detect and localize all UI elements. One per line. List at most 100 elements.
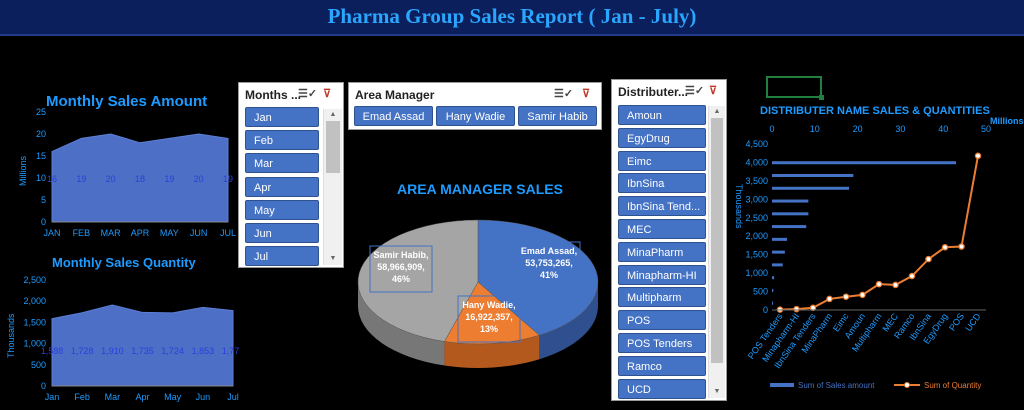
left-axis-tick: 3,000	[745, 194, 768, 204]
left-axis-tick: 3,500	[745, 176, 768, 186]
x-tick-label: Jan	[45, 392, 60, 402]
quantity-point	[875, 280, 883, 288]
distributer-slicer[interactable]: Distributer... ☰✓ ⊽ Amoun EgyDrug Eimc IbnS…	[611, 79, 727, 401]
distributer-button-ucd[interactable]: UCD	[618, 378, 706, 399]
monthly-sales-quantity-chart[interactable]: Monthly Sales Quantity Thousands 0 500 1,0…	[0, 248, 240, 410]
pie-plot: Emad Assad, 53,753,265, 41% Hany Wadie, 16,9…	[357, 219, 599, 368]
chart-title-area-manager: AREA MANAGER SALES	[397, 181, 563, 197]
x-tick-label: Apr	[135, 392, 149, 402]
sales-bar	[772, 199, 809, 203]
scroll-up-icon[interactable]: ▲	[713, 108, 721, 115]
distributer-button-egydrug[interactable]: EgyDrug	[618, 127, 706, 148]
pie-slice-side	[444, 335, 540, 368]
area-manager-button-emad-assad[interactable]: Emad Assad	[354, 106, 433, 126]
month-button-jan[interactable]: Jan	[245, 107, 319, 127]
pie-data-label: Hany Wadie,	[462, 300, 515, 310]
multiselect-icon[interactable]: ☰✓	[298, 88, 318, 100]
distributer-button-multipharm[interactable]: Multipharm	[618, 287, 706, 308]
sales-bar	[772, 288, 774, 292]
month-button-apr[interactable]: Apr	[245, 176, 319, 197]
top-axis-tick: 20	[853, 124, 863, 134]
pie-data-label: 58,966,909,	[377, 262, 425, 272]
distributer-button-ibnsina-tend[interactable]: IbnSina Tend...	[618, 196, 706, 217]
x-tick-label: MAR	[101, 228, 122, 238]
pie-data-label: 46%	[392, 274, 410, 284]
distributer-button-minapharm-hi[interactable]: Minapharm-HI	[618, 264, 706, 285]
distributer-scrollbar[interactable]: ▲ ▼	[708, 106, 725, 398]
left-axis-label: Thousands	[734, 184, 744, 229]
distributer-sales-quantities-chart[interactable]: DISTRIBUTER NAME SALES & QUANTITIES 0 10 2…	[728, 96, 1024, 408]
distributer-button-amoun[interactable]: Amoun	[618, 105, 706, 125]
x-tick-label: MAY	[160, 228, 179, 238]
scroll-down-icon[interactable]: ▼	[329, 255, 337, 262]
scroll-down-icon[interactable]: ▼	[713, 388, 721, 395]
sales-bar	[772, 212, 809, 216]
area-manager-button-hany-wadie[interactable]: Hany Wadie	[436, 106, 515, 126]
quantity-point	[793, 305, 800, 313]
area-series	[51, 133, 229, 223]
x-tick-label: Mar	[105, 392, 121, 402]
month-button-mar[interactable]: Mar	[245, 153, 319, 174]
distributer-slicer-header: Distributer... ☰✓ ⊽	[612, 80, 726, 102]
months-scrollbar[interactable]: ▲ ▼	[323, 109, 342, 265]
top-axis-label: Millions	[990, 116, 1024, 126]
y-tick-label: 2,500	[23, 275, 46, 285]
y-tick-label: 1,500	[23, 317, 46, 327]
multiselect-icon[interactable]: ☰✓	[685, 85, 705, 97]
multiselect-icon[interactable]: ☰✓	[554, 88, 574, 100]
distributer-button-ibnsina[interactable]: IbnSina	[618, 173, 706, 194]
category-label: POS	[947, 311, 966, 332]
distributer-button-pos[interactable]: POS	[618, 310, 706, 331]
distributer-button-ramco[interactable]: Ramco	[618, 355, 706, 376]
y-axis-label-thousands: Thousands	[6, 313, 16, 358]
distributer-button-minapharm[interactable]: MinaPharm	[618, 241, 706, 262]
month-button-jul[interactable]: Jul	[245, 246, 319, 267]
report-title: Pharma Group Sales Report ( Jan - July)	[327, 4, 697, 28]
distributer-button-pos-tenders[interactable]: POS Tenders	[618, 333, 706, 353]
data-label: 1,735	[131, 346, 154, 356]
top-axis-tick: 40	[938, 124, 948, 134]
area-manager-sales-chart[interactable]: AREA MANAGER SALES Emad Assad, 53,753,265…	[348, 172, 610, 404]
distributer-slicer-title: Distributer...	[618, 85, 689, 99]
sales-bar	[772, 250, 785, 254]
pie-data-label: 41%	[540, 270, 558, 280]
data-label: 19	[223, 174, 233, 184]
clear-filter-icon[interactable]: ⊽	[322, 88, 332, 100]
sales-bar	[772, 263, 783, 267]
x-tick-label: Feb	[74, 392, 90, 402]
pie-label-box	[457, 295, 521, 343]
distributer-button-mec[interactable]: MEC	[618, 219, 706, 239]
left-axis-tick: 4,500	[745, 139, 768, 149]
sales-bar	[772, 276, 775, 280]
area-series	[51, 304, 234, 387]
scroll-thumb[interactable]	[326, 121, 340, 173]
y-tick-label: 1,000	[23, 339, 46, 349]
left-axis-tick: 1,000	[745, 268, 768, 278]
month-button-may[interactable]: May	[245, 199, 319, 220]
x-tick-label: FEB	[73, 228, 91, 238]
report-title-bar: Pharma Group Sales Report ( Jan - July)	[0, 0, 1024, 36]
area-manager-button-samir-habib[interactable]: Samir Habib	[518, 106, 597, 126]
area-manager-slicer-header: Area Manager ☰✓ ⊽	[349, 83, 601, 105]
chart-title-distributer: DISTRIBUTER NAME SALES & QUANTITIES	[760, 105, 990, 117]
months-slicer[interactable]: Months ... ☰✓ ⊽ Jan Feb Mar Apr May Jun Jul ▲ …	[238, 82, 344, 268]
clear-filter-icon[interactable]: ⊽	[708, 85, 718, 97]
month-button-jun[interactable]: Jun	[245, 223, 319, 243]
left-axis-tick: 2,000	[745, 231, 768, 241]
month-button-feb[interactable]: Feb	[245, 130, 319, 151]
distributer-button-eimc[interactable]: Eimc	[618, 150, 706, 171]
left-axis-tick: 0	[763, 305, 768, 315]
selected-cell[interactable]	[766, 76, 824, 100]
clear-filter-icon[interactable]: ⊽	[581, 88, 591, 100]
scroll-up-icon[interactable]: ▲	[329, 111, 337, 118]
x-tick-label: May	[164, 392, 182, 402]
area-manager-slicer-title: Area Manager	[355, 88, 435, 102]
pie-slice-side	[358, 282, 445, 366]
area-manager-slicer[interactable]: Area Manager ☰✓ ⊽ Emad Assad Hany Wadie Sa…	[348, 82, 602, 130]
scroll-thumb[interactable]	[711, 118, 723, 363]
x-tick-label: JUL	[220, 228, 236, 238]
legend-quantity-label: Sum of Quantity	[924, 381, 981, 390]
x-tick-label: JUN	[190, 228, 208, 238]
data-label: 1,724	[161, 346, 184, 356]
monthly-sales-amount-chart[interactable]: Monthly Sales Amount Millions 0 5 10 15 20 25…	[0, 84, 240, 244]
